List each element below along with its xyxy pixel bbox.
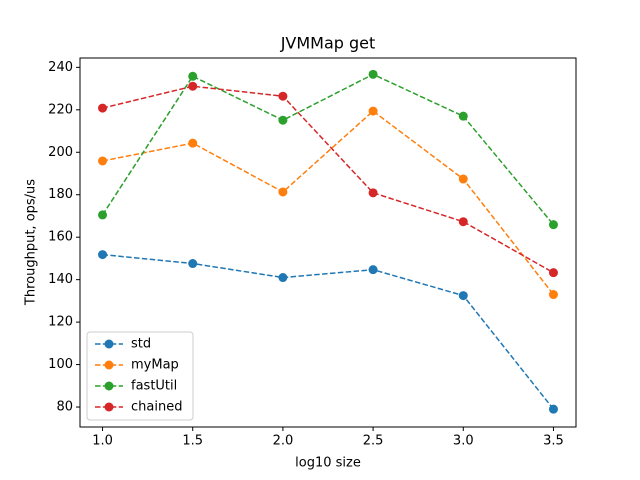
series-line xyxy=(102,253,555,410)
data-point xyxy=(278,115,288,125)
x-tick-label: 1.0 xyxy=(92,434,113,449)
legend-label: chained xyxy=(131,400,182,415)
y-tick-label: 80 xyxy=(56,400,73,415)
x-tick-label: 3.5 xyxy=(543,434,564,449)
y-axis-label: Throughput, ops/us xyxy=(24,179,39,306)
x-tick-label: 1.5 xyxy=(182,434,203,449)
y-tick-label: 220 xyxy=(48,102,73,117)
legend-marker xyxy=(104,402,114,412)
data-point xyxy=(458,291,468,301)
data-point xyxy=(548,268,558,278)
data-point xyxy=(278,187,288,197)
series-line xyxy=(102,110,555,295)
data-point xyxy=(548,404,558,414)
y-tick-label: 240 xyxy=(48,60,73,75)
y-tick-label: 100 xyxy=(48,357,73,372)
data-point xyxy=(458,174,468,184)
data-point xyxy=(368,69,378,79)
data-point xyxy=(278,273,288,283)
data-point xyxy=(548,290,558,300)
data-point xyxy=(188,71,198,81)
data-point xyxy=(98,103,108,113)
data-point xyxy=(188,138,198,148)
data-point xyxy=(278,91,288,101)
x-tick-label: 2.5 xyxy=(363,434,384,449)
data-point xyxy=(458,111,468,121)
legend-label: fastUtil xyxy=(131,379,177,394)
data-point xyxy=(368,188,378,198)
legend-label: std xyxy=(131,337,151,352)
legend-label: myMap xyxy=(131,358,179,373)
legend-marker xyxy=(104,360,114,370)
series-line xyxy=(101,73,555,226)
x-tick-label: 2.0 xyxy=(273,434,294,449)
data-point xyxy=(548,220,558,230)
y-tick-label: 200 xyxy=(48,145,73,160)
data-point xyxy=(368,265,378,275)
data-point xyxy=(98,210,108,220)
legend-marker xyxy=(104,339,114,349)
data-point xyxy=(368,106,378,116)
chart-title: JVMMap get xyxy=(280,34,376,53)
data-point xyxy=(458,217,468,227)
y-tick-label: 120 xyxy=(48,315,73,330)
legend-box xyxy=(86,331,194,421)
x-tick-label: 3.0 xyxy=(453,434,474,449)
y-tick-label: 180 xyxy=(48,187,73,202)
legend-marker xyxy=(104,381,114,391)
y-tick-label: 160 xyxy=(48,230,73,245)
data-point xyxy=(98,156,108,166)
x-axis-label: log10 size xyxy=(295,456,361,471)
data-point xyxy=(188,81,198,91)
series-line xyxy=(102,85,554,274)
data-point xyxy=(98,250,108,260)
plot-frame xyxy=(79,57,577,428)
y-tick-label: 140 xyxy=(48,272,73,287)
data-point xyxy=(188,259,198,269)
